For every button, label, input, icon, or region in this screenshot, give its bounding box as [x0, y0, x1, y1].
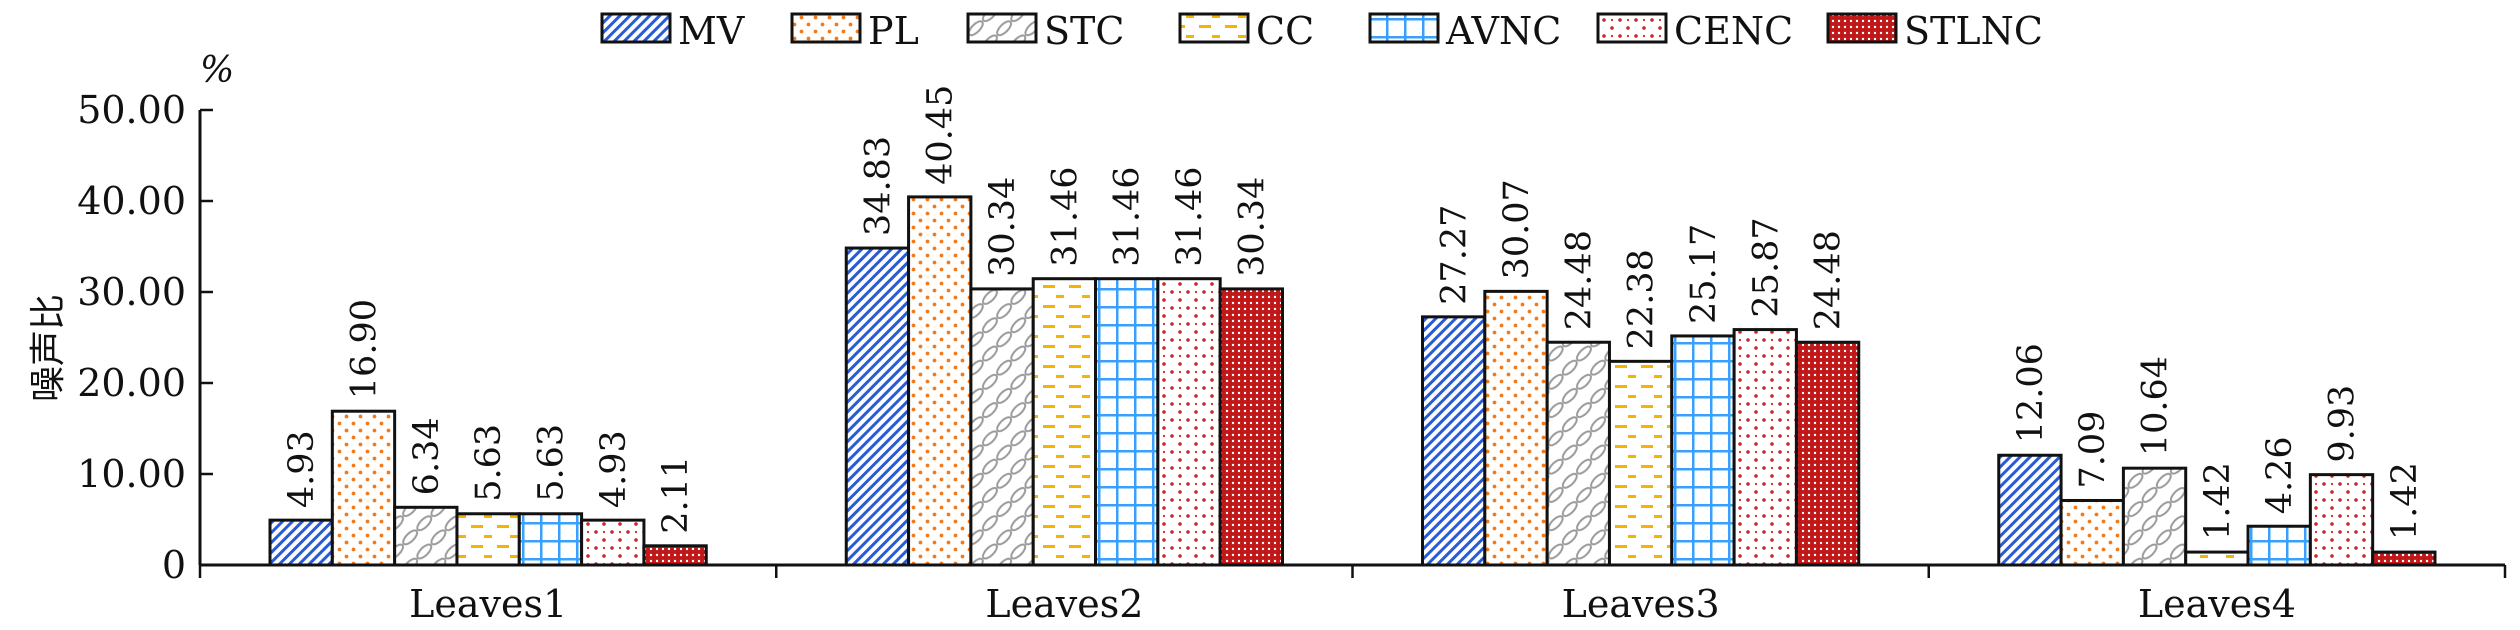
y-tick-label: 50.00 [77, 88, 186, 132]
y-axis: 0 10.00 20.00 30.00 40.00 50.00 [77, 88, 213, 587]
x-category-label: Leaves2 [985, 582, 1143, 626]
bar-value-label: 10.64 [2136, 356, 2176, 456]
y-axis-title: 噪声比 [28, 294, 69, 402]
legend-swatch [1178, 12, 1250, 44]
bar-value-label: 30.07 [1497, 179, 1537, 279]
legend-label: PL [868, 9, 919, 53]
legend-swatch [1826, 12, 1898, 44]
bar [455, 512, 521, 567]
bar [844, 246, 911, 567]
legend-item: PL [790, 9, 919, 53]
bar-value-label: 40.45 [921, 85, 961, 185]
bar [2184, 550, 2250, 567]
bar [2246, 524, 2312, 567]
bar-value-label: 4.26 [2260, 436, 2300, 514]
bar [642, 544, 708, 567]
chart-legend: MV PL STC CC AVNC CENC STLNC [600, 9, 2043, 53]
bar [1794, 340, 1861, 567]
bar [1670, 334, 1736, 567]
bar [1094, 277, 1160, 567]
x-axis: Leaves1 Leaves2 Leaves3 Leaves4 [198, 563, 2507, 626]
bar-value-label: 31.46 [1170, 167, 1210, 267]
legend-item: AVNC [1368, 9, 1561, 53]
bar-value-label: 7.09 [2073, 411, 2113, 489]
bar [2371, 550, 2437, 567]
bar [1031, 277, 1098, 567]
legend-swatch [966, 12, 1038, 44]
y-tick-label: 30.00 [77, 270, 186, 314]
legend-item: CENC [1596, 9, 1793, 53]
bar-value-label: 6.34 [407, 417, 447, 495]
legend-swatch [1368, 12, 1440, 44]
bar [1483, 289, 1549, 567]
bar [2121, 466, 2188, 567]
bar-value-label: 34.83 [858, 136, 898, 236]
bar-value-label: 12.06 [2011, 343, 2051, 443]
bar-value-label: 9.93 [2323, 385, 2363, 463]
bar-value-label: 22.38 [1622, 249, 1662, 349]
legend-label: AVNC [1445, 9, 1561, 53]
bar [330, 409, 397, 567]
bar-value-label: 5.63 [469, 424, 509, 502]
legend-item: STC [966, 9, 1124, 53]
bar-value-label: 27.27 [1435, 205, 1475, 305]
legend-swatch [600, 12, 672, 44]
bar [1607, 359, 1674, 567]
bar-value-label: 2.11 [656, 456, 696, 534]
bar [268, 518, 334, 567]
bar-value-label: 25.87 [1746, 217, 1786, 317]
bar [1421, 315, 1487, 567]
bar [580, 518, 646, 567]
legend-item: CC [1178, 9, 1314, 53]
bar-value-label: 30.34 [983, 177, 1023, 277]
bar-value-label: 4.93 [282, 430, 322, 508]
bar [1156, 277, 1222, 567]
legend-swatch [1596, 12, 1668, 44]
bar [1545, 340, 1611, 567]
legend-label: CENC [1674, 9, 1793, 53]
bar-value-label: 1.42 [2385, 462, 2425, 540]
bar-labels-group: 4.93 16.90 6.34 5.63 5.63 4.93 2.11 34.83 40.45 3… [282, 85, 2425, 540]
bar [2059, 498, 2125, 567]
y-tick-label: 10.00 [77, 452, 186, 496]
y-unit-label: % [200, 50, 234, 91]
bar-value-label: 31.46 [1045, 167, 1085, 267]
legend-item: MV [600, 9, 745, 53]
y-tick-label: 0 [162, 543, 186, 587]
y-tick-label: 40.00 [77, 179, 186, 223]
bar-value-label: 16.90 [344, 299, 384, 399]
bar-value-label: 24.48 [1809, 230, 1849, 330]
bar [1997, 453, 2063, 567]
x-category-label: Leaves1 [409, 582, 567, 626]
bar [1732, 328, 1798, 567]
legend-label: CC [1256, 9, 1314, 53]
y-tick-label: 20.00 [77, 361, 186, 405]
bar [517, 512, 584, 567]
bar [393, 505, 459, 567]
bar-value-label: 30.34 [1232, 177, 1272, 277]
legend-label: STC [1044, 9, 1124, 53]
x-category-label: Leaves3 [1562, 582, 1720, 626]
bar-value-label: 1.42 [2198, 462, 2238, 540]
bar [907, 195, 973, 567]
bar [1218, 287, 1285, 567]
bar-value-label: 5.63 [531, 424, 571, 502]
legend-swatch [790, 12, 862, 44]
bar-value-label: 24.48 [1559, 230, 1599, 330]
x-category-label: Leaves4 [2138, 582, 2296, 626]
bars-group [268, 195, 2437, 567]
legend-label: STLNC [1904, 9, 2043, 53]
bar-value-label: 31.46 [1108, 167, 1148, 267]
bar-value-label: 4.93 [594, 430, 634, 508]
legend-item: STLNC [1826, 9, 2043, 53]
bar [2308, 473, 2375, 567]
bar-value-label: 25.17 [1684, 224, 1724, 324]
bar [969, 287, 1035, 567]
legend-label: MV [678, 9, 745, 53]
